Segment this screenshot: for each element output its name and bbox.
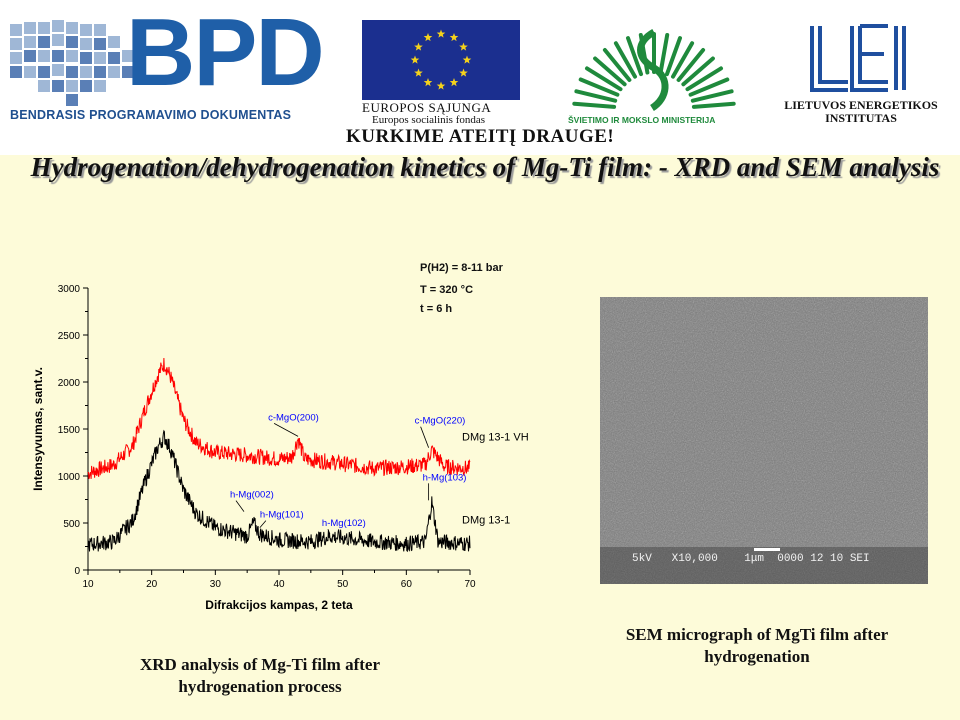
eu-star-icon — [423, 78, 433, 87]
eu-flag — [362, 20, 520, 100]
condition-temperature: T = 320 °C — [420, 284, 474, 296]
peak-annotation: h-Mg(101) — [260, 510, 304, 521]
y-tick-label: 2000 — [58, 378, 81, 389]
peak-annotation: h-Mg(103) — [423, 472, 467, 483]
eu-star-icon — [449, 78, 459, 87]
y-tick-label: 2500 — [58, 331, 81, 342]
ministry-ray — [578, 77, 620, 97]
slogan: KURKIME ATEITĮ DRAUGE! — [346, 126, 615, 147]
ministry-emblem-icon — [572, 28, 736, 111]
xrd-caption: XRD analysis of Mg-Ti film after hydroge… — [70, 654, 450, 698]
ministry-ray — [626, 36, 643, 77]
eu-star-icon — [414, 68, 423, 77]
bpd-tagline: BENDRASIS PROGRAMAVIMO DOKUMENTAS — [10, 108, 292, 122]
x-tick-label: 70 — [464, 579, 476, 590]
x-axis-label: Difrakcijos kampas, 2 teta — [205, 598, 353, 612]
eu-star-icon — [462, 55, 472, 64]
ministry-ray — [572, 101, 617, 109]
bpd-logo: BPD BENDRASIS PROGRAMAVIMO DOKUMENTAS — [4, 0, 344, 135]
x-tick-label: 10 — [82, 579, 94, 590]
x-tick-label: 30 — [210, 579, 222, 590]
sem-caption-line2: hydrogenation — [704, 647, 810, 666]
y-axis-label: Intensyvumas, sant.v. — [31, 367, 45, 491]
x-tick-label: 20 — [146, 579, 158, 590]
series-label: DMg 13-1 VH — [462, 431, 529, 443]
annotation-pointer — [273, 423, 299, 437]
ministry-ray — [688, 77, 730, 97]
ministry-ray — [685, 66, 723, 92]
ministry-ray — [681, 56, 715, 87]
ministry-ray — [665, 36, 682, 77]
ministry-ray — [690, 89, 734, 103]
ministry-ray — [691, 101, 736, 109]
eu-star-icon — [436, 29, 446, 38]
ministry-label: ŠVIETIMO IR MOKSLO MINISTERIJA — [568, 115, 716, 125]
condition-pressure: P(H2) = 8-11 bar — [420, 262, 503, 274]
xrd-chart: 0 500 1000 1500 2000 2500 3000 10 20 30 40 50 60 70 Di… — [25, 255, 545, 620]
eu-star-icon — [423, 33, 433, 42]
annotation-pointer — [259, 520, 267, 528]
lei-logo — [808, 24, 912, 94]
condition-time: t = 6 h — [420, 303, 453, 315]
eu-label-1: EUROPOS SĄJUNGA — [362, 100, 492, 115]
ministry-ray — [671, 41, 695, 79]
ministry-ray — [658, 33, 670, 75]
page-title: Hydrogenation/dehydrogenation kinetics o… — [30, 152, 940, 182]
y-tick-label: 500 — [63, 519, 80, 530]
y-tick-label: 3000 — [58, 284, 81, 295]
x-tick-label: 60 — [401, 579, 413, 590]
bpd-letters: BPD — [126, 0, 325, 106]
lei-mark-icon — [810, 24, 906, 92]
peak-annotation: c-MgO(200) — [268, 412, 319, 423]
ministry-ray — [613, 41, 637, 79]
peak-annotation: h-Mg(102) — [322, 518, 366, 529]
y-tick-label: 1000 — [58, 472, 81, 483]
sem-micrograph: 5kV X10,000 1μm 0000 12 10 SEI — [600, 297, 928, 584]
xrd-caption-line2: hydrogenation process — [178, 677, 342, 696]
lei-label-1: LIETUVOS ENERGETIKOS — [784, 98, 938, 112]
sem-caption: SEM micrograph of MgTi film after hydrog… — [572, 624, 942, 668]
ministry-ray — [574, 89, 618, 103]
annotation-pointer — [327, 529, 331, 535]
sem-info-bar: 5kV X10,000 1μm 0000 12 10 SEI — [632, 553, 870, 565]
y-tick-label: 0 — [74, 566, 80, 577]
eu-star-icon — [436, 81, 446, 90]
eu-star-icon — [459, 68, 468, 77]
annotation-pointer — [420, 426, 429, 448]
ministry-logo — [566, 18, 742, 114]
peak-annotation: h-Mg(002) — [230, 490, 274, 501]
lei-label-2: INSTITUTAS — [825, 111, 897, 125]
eu-star-icon — [449, 33, 459, 42]
xrd-plot: 0 500 1000 1500 2000 2500 3000 10 20 30 40 50 60 70 Di… — [31, 284, 529, 612]
ministry-ray — [602, 48, 632, 82]
annotation-pointer — [235, 500, 245, 512]
bpd-map-icon — [10, 20, 134, 106]
eu-star-icon — [414, 42, 423, 51]
peak-annotation: c-MgO(220) — [415, 416, 466, 427]
y-tick-label: 1500 — [58, 425, 81, 436]
eu-label-2: Europos socialinis fondas — [372, 114, 486, 126]
x-tick-label: 40 — [273, 579, 285, 590]
series-line-1 — [87, 429, 471, 553]
logo-banner: BPD BENDRASIS PROGRAMAVIMO DOKUMENTAS EU… — [0, 0, 960, 155]
eu-star-icon — [410, 55, 420, 64]
ministry-ray — [593, 56, 627, 87]
ministry-ray — [585, 66, 623, 92]
x-tick-label: 50 — [337, 579, 349, 590]
xrd-caption-line1: XRD analysis of Mg-Ti film after — [139, 655, 381, 674]
eu-star-icon — [459, 42, 468, 51]
ministry-ray — [676, 48, 706, 82]
eu-stars-icon — [410, 29, 472, 90]
sem-caption-line1: SEM micrograph of MgTi film after — [625, 625, 889, 644]
sem-image — [600, 297, 928, 584]
series-line-0 — [87, 357, 471, 480]
series-label: DMg 13-1 — [462, 515, 510, 527]
